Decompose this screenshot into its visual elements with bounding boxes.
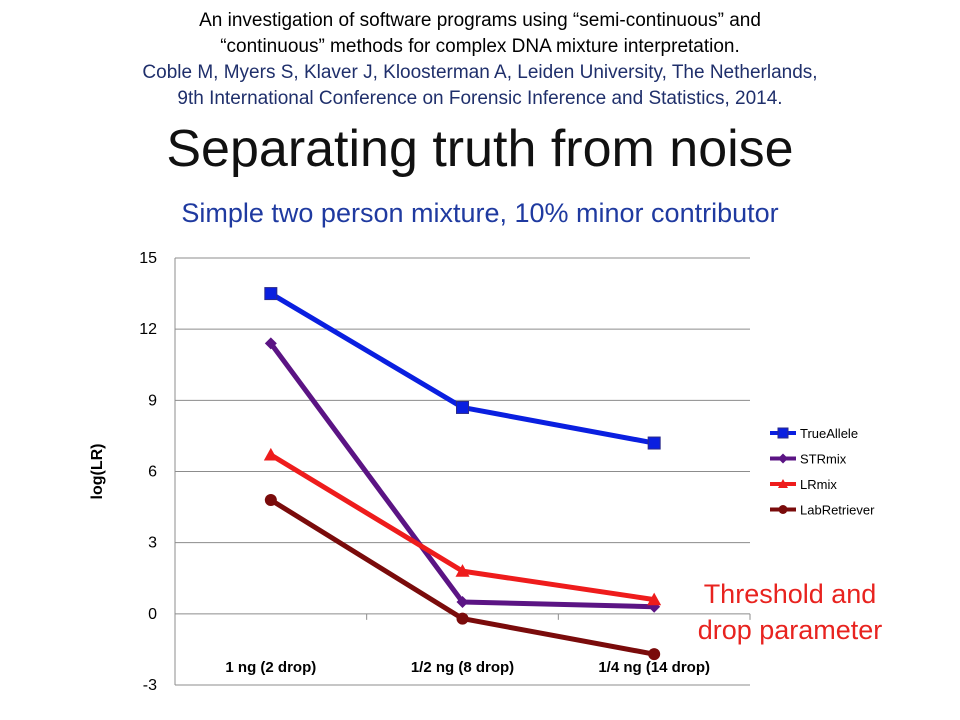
series-line: [269, 452, 655, 603]
y-tick-label: -3: [143, 677, 157, 694]
citation: An investigation of software programs us…: [0, 8, 960, 112]
y-tick-label: 3: [148, 535, 157, 552]
y-tick-label: 12: [139, 321, 157, 338]
y-tick-label: 15: [139, 250, 157, 267]
legend-marker: [778, 479, 788, 488]
annotation-line-2: drop parameter: [697, 615, 883, 645]
data-point: [456, 400, 469, 414]
data-point: [648, 648, 661, 661]
data-point: [456, 612, 469, 625]
series-line: [269, 497, 655, 657]
series-strmix: [264, 337, 661, 613]
legend-label: STRmix: [800, 452, 847, 467]
data-point: [456, 595, 469, 608]
legend-marker: [777, 427, 789, 439]
citation-line-4: 9th International Conference on Forensic…: [177, 88, 783, 109]
y-tick-label: 9: [148, 392, 157, 409]
series-labretriever: [264, 493, 661, 661]
citation-line-3: Coble M, Myers S, Klaver J, Kloosterman …: [142, 62, 818, 83]
legend: TrueAllele STRmix LRmix LabRetriever: [770, 426, 875, 518]
legend-marker: [778, 453, 788, 464]
data-point: [263, 447, 278, 461]
series-lrmix: [263, 447, 662, 606]
citation-line-1: An investigation of software programs us…: [199, 10, 761, 31]
x-category-label: 1/4 ng (14 drop): [598, 659, 710, 676]
x-category-label: 1/2 ng (8 drop): [411, 659, 514, 676]
data-point: [264, 493, 277, 506]
annotation-line-1: Threshold and: [703, 579, 877, 609]
data-point: [647, 436, 661, 450]
legend-marker: [778, 505, 788, 514]
slide-title: Separating truth from noise: [166, 120, 794, 178]
legend-entry: LabRetriever: [770, 503, 875, 518]
data-point: [455, 564, 470, 577]
y-tick-label: 0: [148, 606, 157, 623]
data-point: [647, 592, 662, 606]
chart-subtitle: Simple two person mixture, 10% minor con…: [181, 198, 779, 228]
legend-entry: TrueAllele: [770, 426, 858, 441]
threshold-annotation: Threshold and drop parameter: [670, 576, 910, 648]
axes: 15 12 9 6 3 0 -3 log(LR) 1 ng (2 drop) 1/2 ng (8 …: [89, 250, 751, 694]
citation-line-2: “continuous” methods for complex DNA mix…: [220, 36, 740, 57]
data-point: [264, 287, 278, 301]
y-axis-title: log(LR): [89, 444, 106, 500]
legend-entry: STRmix: [770, 452, 847, 467]
legend-label: LRmix: [800, 477, 837, 492]
legend-entry: LRmix: [770, 477, 837, 492]
legend-label: LabRetriever: [800, 503, 875, 518]
series-group: [263, 287, 662, 661]
y-tick-label: 6: [148, 464, 157, 481]
series-trueallele: [264, 287, 661, 450]
x-category-label: 1 ng (2 drop): [225, 659, 316, 676]
data-point: [264, 337, 277, 350]
legend-label: TrueAllele: [800, 426, 858, 441]
